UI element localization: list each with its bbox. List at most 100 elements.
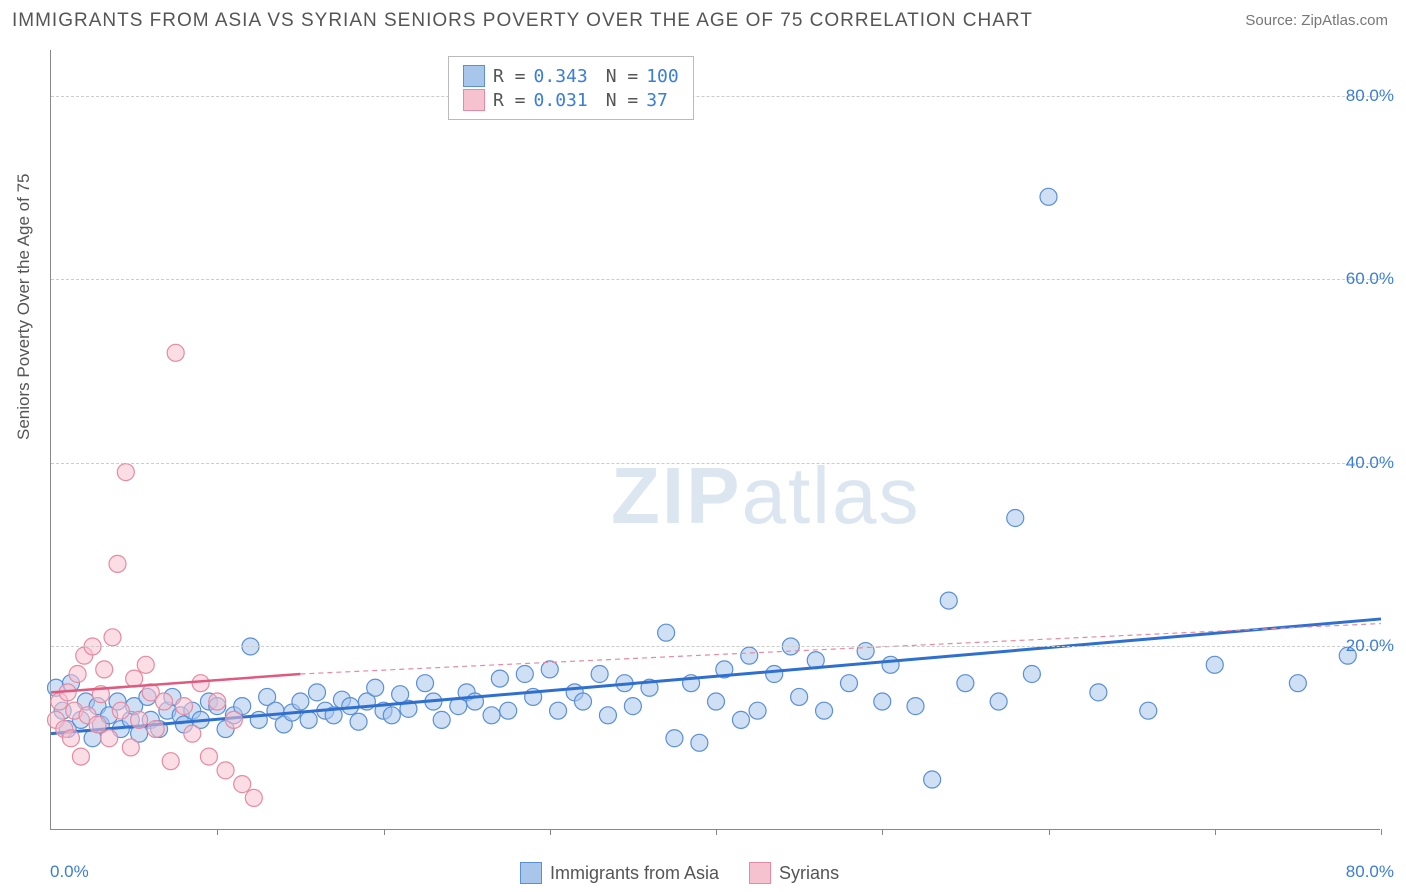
plot-area: ZIPatlas [50, 50, 1380, 830]
data-point [550, 702, 567, 719]
data-point [491, 670, 508, 687]
data-point [126, 670, 143, 687]
data-point [104, 629, 121, 646]
data-point [741, 647, 758, 664]
x-tick [1381, 829, 1382, 835]
data-point [857, 643, 874, 660]
data-point [131, 711, 148, 728]
data-point [816, 702, 833, 719]
data-point [1040, 188, 1057, 205]
gridline [51, 279, 1380, 280]
data-point [841, 675, 858, 692]
data-point [907, 698, 924, 715]
data-point [234, 776, 251, 793]
r-value: 0.343 [534, 66, 588, 87]
y-tick-label: 80.0% [1346, 86, 1394, 106]
data-point [1140, 702, 1157, 719]
data-point [162, 753, 179, 770]
x-axis-min-label: 0.0% [50, 862, 89, 882]
legend-row: R = 0.343 N = 100 [463, 65, 679, 87]
chart-container: IMMIGRANTS FROM ASIA VS SYRIAN SENIORS P… [0, 0, 1406, 892]
x-tick [217, 829, 218, 835]
data-point [732, 711, 749, 728]
data-point [117, 464, 134, 481]
data-point [791, 688, 808, 705]
data-point [666, 730, 683, 747]
data-point [541, 661, 558, 678]
n-value: 37 [646, 90, 668, 111]
legend-label: Syrians [779, 863, 839, 884]
x-tick [1049, 829, 1050, 835]
data-point [72, 748, 89, 765]
trend-line [51, 619, 1381, 734]
data-point [109, 555, 126, 572]
gridline [51, 463, 1380, 464]
data-point [658, 624, 675, 641]
data-point [749, 702, 766, 719]
data-point [1289, 675, 1306, 692]
legend-series: Immigrants from Asia Syrians [520, 862, 839, 884]
data-point [882, 656, 899, 673]
data-point [1206, 656, 1223, 673]
scatter-svg [51, 50, 1380, 829]
data-point [137, 656, 154, 673]
data-point [500, 702, 517, 719]
x-tick [716, 829, 717, 835]
n-label: N = [606, 66, 639, 87]
data-point [167, 344, 184, 361]
source-attribution: Source: ZipAtlas.com [1245, 12, 1388, 29]
n-value: 100 [646, 66, 679, 87]
n-label: N = [606, 90, 639, 111]
x-tick [1215, 829, 1216, 835]
data-point [156, 693, 173, 710]
data-point [147, 721, 164, 738]
data-point [367, 679, 384, 696]
legend-swatch [463, 89, 485, 111]
data-point [624, 698, 641, 715]
data-point [225, 711, 242, 728]
data-point [1090, 684, 1107, 701]
data-point [417, 675, 434, 692]
data-point [309, 684, 326, 701]
y-tick-label: 20.0% [1346, 636, 1394, 656]
r-label: R = [493, 66, 526, 87]
data-point [112, 702, 129, 719]
data-point [209, 693, 226, 710]
legend-swatch [463, 65, 485, 87]
data-point [433, 711, 450, 728]
data-point [62, 730, 79, 747]
legend-correlation: R = 0.343 N = 100 R = 0.031 N = 37 [448, 56, 694, 120]
data-point [990, 693, 1007, 710]
legend-label: Immigrants from Asia [550, 863, 719, 884]
data-point [1023, 666, 1040, 683]
data-point [200, 748, 217, 765]
data-point [122, 739, 139, 756]
data-point [176, 698, 193, 715]
r-label: R = [493, 90, 526, 111]
data-point [184, 725, 201, 742]
x-tick [550, 829, 551, 835]
data-point [924, 771, 941, 788]
y-tick-label: 60.0% [1346, 269, 1394, 289]
data-point [245, 789, 262, 806]
data-point [766, 666, 783, 683]
data-point [708, 693, 725, 710]
data-point [101, 730, 118, 747]
data-point [516, 666, 533, 683]
data-point [591, 666, 608, 683]
legend-item: Syrians [749, 862, 839, 884]
x-tick [882, 829, 883, 835]
data-point [96, 661, 113, 678]
data-point [300, 711, 317, 728]
data-point [192, 675, 209, 692]
source-label: Source: [1245, 12, 1301, 29]
y-tick-label: 40.0% [1346, 453, 1394, 473]
data-point [89, 716, 106, 733]
data-point [483, 707, 500, 724]
data-point [1007, 510, 1024, 527]
data-point [350, 713, 367, 730]
data-point [874, 693, 891, 710]
gridline [51, 96, 1380, 97]
legend-swatch [520, 862, 542, 884]
r-value: 0.031 [534, 90, 588, 111]
